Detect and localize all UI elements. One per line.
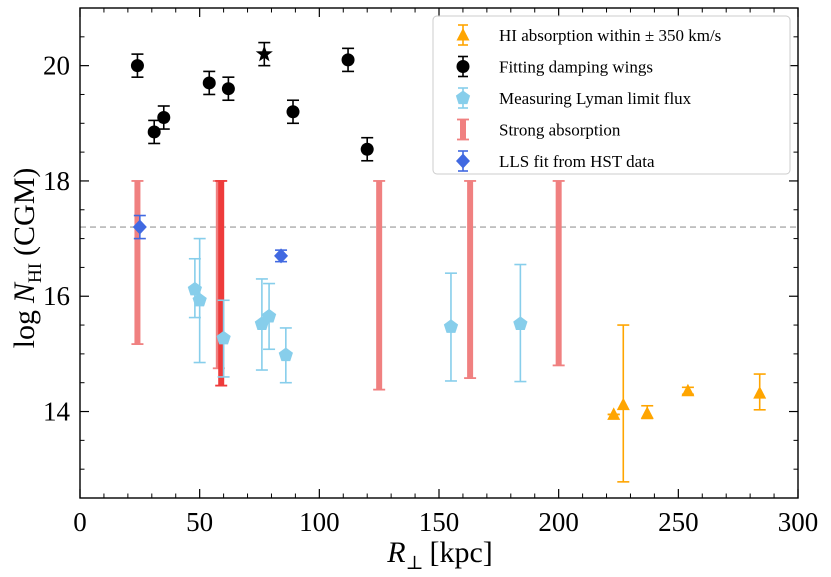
data-point-triangle	[607, 407, 621, 420]
x-tick-label: 300	[778, 507, 819, 537]
data-point-pentagon	[513, 316, 528, 330]
data-point-circle	[157, 111, 171, 125]
legend-marker	[455, 90, 471, 105]
data-point-diamond	[274, 248, 289, 264]
legend-label: Strong absorption	[499, 121, 621, 140]
data-point-pentagon	[278, 347, 293, 362]
x-tick-label: 200	[538, 507, 579, 537]
x-tick-label: 100	[299, 507, 340, 537]
y-tick-label: 14	[43, 397, 71, 427]
data-point-triangle	[640, 406, 654, 419]
data-point-pentagon	[192, 292, 207, 307]
y-axis-label: logNHI(CGM)	[8, 168, 46, 349]
series-diamond	[132, 214, 289, 264]
y-tick-label: 18	[43, 166, 70, 196]
legend-label: LLS fit from HST data	[499, 152, 655, 171]
data-point-circle	[147, 125, 161, 139]
data-point-circle	[221, 82, 235, 96]
series-star	[255, 41, 273, 67]
data-point-triangle	[681, 383, 695, 397]
data-point-pentagon	[443, 319, 459, 333]
x-axis-label: R⊥ [kpc]	[386, 536, 493, 574]
legend: HI absorption within ± 350 km/s Fitting d…	[432, 15, 791, 175]
x-tick-label: 250	[658, 507, 699, 537]
data-point-diamond	[132, 219, 147, 235]
legend-marker	[456, 60, 470, 73]
x-tick-label: 150	[419, 507, 460, 537]
data-point-star	[255, 45, 273, 62]
x-tick-label: 50	[186, 507, 213, 537]
data-point-circle	[130, 59, 144, 73]
y-tick-label: 16	[43, 281, 70, 311]
data-point-pentagon	[187, 281, 203, 296]
legend-label: Fitting damping wings	[499, 58, 653, 77]
y-tick-label: 20	[43, 51, 70, 81]
legend-marker	[456, 153, 470, 169]
data-point-triangle	[616, 397, 630, 411]
data-point-circle	[360, 142, 374, 156]
data-point-circle	[286, 105, 300, 119]
data-point-pentagon	[261, 308, 277, 323]
data-point-triangle	[753, 386, 767, 399]
data-point-circle	[202, 76, 216, 90]
legend-label: HI absorption within ± 350 km/s	[499, 26, 721, 45]
series-circle	[130, 47, 374, 162]
data-layer	[130, 41, 767, 483]
legend-label: Measuring Lyman limit flux	[499, 89, 692, 108]
x-tick-label: 0	[73, 507, 87, 537]
series-triangle	[607, 324, 767, 483]
legend-marker	[456, 28, 470, 41]
data-point-circle	[341, 53, 355, 67]
plot-frame	[79, 7, 799, 499]
ticks-layer: 0 50 100 150 200 250 300 14 16 18 20	[43, 7, 819, 537]
series-pentagon	[187, 237, 528, 384]
legend-box	[432, 15, 791, 175]
data-point-pentagon	[216, 330, 231, 345]
